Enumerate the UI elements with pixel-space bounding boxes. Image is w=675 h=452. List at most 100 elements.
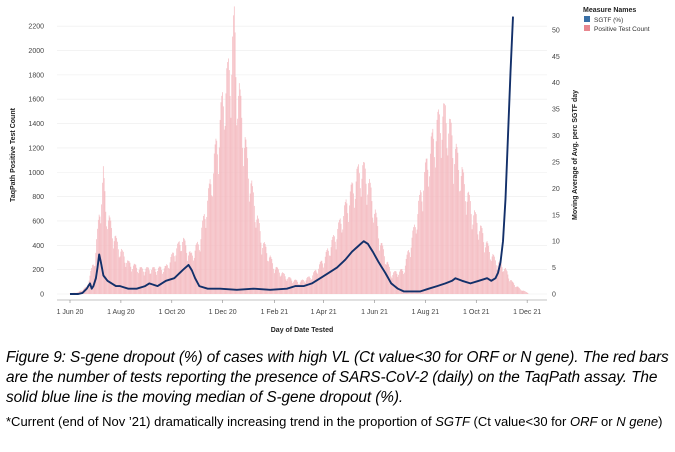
positive-test-count-bar bbox=[404, 265, 406, 294]
positive-test-count-bar bbox=[169, 262, 171, 294]
positive-test-count-bar bbox=[128, 261, 130, 294]
positive-test-count-bar bbox=[164, 265, 166, 294]
positive-test-count-bar bbox=[125, 266, 127, 294]
positive-test-count-bar bbox=[453, 183, 455, 294]
y-left-ticks: 2200200018001600140012001000800600400200… bbox=[28, 24, 44, 299]
positive-test-count-bar bbox=[384, 256, 385, 294]
positive-test-count-bar bbox=[104, 191, 106, 294]
positive-test-count-bar bbox=[432, 128, 434, 294]
legend: Measure Names SGTF (%) Positive Test Cou… bbox=[583, 7, 650, 33]
positive-test-count-bar bbox=[173, 256, 175, 294]
positive-test-count-bar bbox=[92, 264, 94, 294]
positive-test-count-bar bbox=[350, 184, 352, 294]
positive-test-count-bar bbox=[459, 191, 460, 294]
positive-test-count-bar bbox=[366, 204, 368, 294]
positive-test-count-bar bbox=[247, 158, 248, 294]
positive-test-count-bar bbox=[430, 136, 432, 294]
positive-test-count-bar bbox=[431, 132, 433, 294]
positive-test-count-bar bbox=[379, 250, 380, 294]
positive-test-count-bar bbox=[88, 280, 90, 294]
note-part-1: *Current (end of Nov ’21) dramatically i… bbox=[6, 414, 436, 429]
positive-test-count-bar bbox=[407, 251, 409, 294]
positive-test-count-bar bbox=[147, 267, 148, 294]
positive-test-count-bar bbox=[456, 147, 458, 294]
positive-test-count-bar bbox=[266, 253, 268, 294]
note-part-2: SGTF bbox=[435, 414, 470, 429]
positive-test-count-bar bbox=[422, 211, 424, 294]
positive-test-count-bar bbox=[255, 227, 257, 294]
positive-test-count-bar bbox=[288, 277, 289, 294]
positive-test-count-bar bbox=[429, 176, 430, 294]
positive-test-count-bar bbox=[364, 168, 366, 294]
positive-test-count-bar bbox=[108, 215, 110, 294]
positive-test-count-bar bbox=[331, 239, 333, 294]
positive-test-count-bar bbox=[197, 241, 198, 294]
positive-test-count-bar bbox=[420, 192, 422, 294]
positive-test-count-bar bbox=[210, 184, 212, 294]
positive-test-count-bar bbox=[183, 238, 185, 294]
positive-test-count-bar bbox=[238, 95, 239, 294]
positive-test-count-bar bbox=[513, 283, 515, 294]
positive-test-count-bar bbox=[473, 215, 475, 294]
y-right-tick-label: 10 bbox=[552, 239, 560, 246]
positive-test-count-bar bbox=[512, 281, 514, 294]
positive-test-count-bar bbox=[343, 216, 344, 294]
positive-test-count-bar bbox=[441, 139, 443, 294]
positive-test-count-bar bbox=[300, 280, 302, 294]
positive-test-count-bar bbox=[289, 277, 291, 294]
positive-test-count-bar bbox=[506, 271, 508, 294]
positive-test-count-bar bbox=[119, 256, 121, 294]
positive-test-count-bar bbox=[359, 173, 360, 294]
positive-test-count-bar bbox=[465, 214, 467, 294]
y-right-tick-label: 35 bbox=[552, 107, 560, 114]
positive-test-count-bar bbox=[248, 178, 249, 294]
positive-test-count-bar bbox=[517, 286, 519, 294]
legend-swatch-sgtf bbox=[584, 16, 590, 22]
positive-test-count-bar bbox=[263, 243, 264, 294]
positive-test-count-bar bbox=[505, 269, 507, 294]
positive-test-count-bar bbox=[194, 250, 196, 294]
positive-test-count-bar bbox=[329, 255, 331, 294]
positive-test-count-bar bbox=[171, 254, 173, 294]
positive-test-count-bar bbox=[309, 276, 310, 294]
positive-test-count-bar bbox=[415, 233, 417, 294]
y-right-tick-label: 30 bbox=[552, 133, 560, 140]
positive-test-count-bar bbox=[299, 282, 301, 294]
positive-test-count-bar bbox=[451, 135, 453, 294]
positive-test-count-bar bbox=[87, 284, 89, 294]
y-right-axis-title: Moving Average of Avg. perc SGTF day bbox=[572, 90, 579, 220]
positive-test-count-bar bbox=[166, 264, 168, 294]
positive-test-count-bar bbox=[515, 286, 517, 294]
positive-test-count-bar bbox=[365, 183, 367, 294]
positive-test-count-bar bbox=[393, 272, 394, 294]
positive-test-count-bar bbox=[462, 169, 464, 294]
positive-test-count-bar bbox=[114, 236, 116, 294]
positive-test-count-bar bbox=[423, 190, 425, 294]
positive-test-count-bar bbox=[378, 238, 379, 294]
positive-test-count-bar bbox=[112, 238, 113, 294]
positive-test-count-bar bbox=[118, 257, 120, 294]
positive-test-count-bar bbox=[465, 201, 466, 294]
positive-test-count-bar bbox=[356, 168, 358, 294]
positive-test-count-bar bbox=[499, 261, 500, 294]
positive-test-count-bar bbox=[258, 218, 259, 294]
positive-test-count-bar bbox=[226, 68, 228, 294]
positive-test-count-bar bbox=[399, 271, 400, 294]
positive-test-count-bar bbox=[271, 258, 273, 294]
positive-test-count-bar bbox=[364, 162, 365, 294]
positive-test-count-bar bbox=[370, 187, 372, 294]
positive-test-count-bar bbox=[454, 164, 455, 294]
positive-test-count-bar bbox=[127, 260, 129, 294]
positive-test-count-bar bbox=[106, 226, 107, 294]
positive-test-count-bar bbox=[269, 255, 271, 294]
positive-test-count-bar bbox=[280, 275, 282, 294]
positive-test-count-bar bbox=[329, 255, 330, 294]
positive-test-count-bar bbox=[101, 204, 102, 294]
positive-test-count-bar bbox=[429, 153, 431, 294]
positive-test-count-bar bbox=[287, 278, 289, 294]
positive-test-count-bar bbox=[347, 213, 349, 294]
positive-test-count-bar bbox=[132, 265, 134, 294]
positive-test-count-bar bbox=[223, 129, 225, 294]
positive-test-count-bar bbox=[190, 253, 192, 294]
positive-test-count-bar bbox=[444, 105, 446, 294]
